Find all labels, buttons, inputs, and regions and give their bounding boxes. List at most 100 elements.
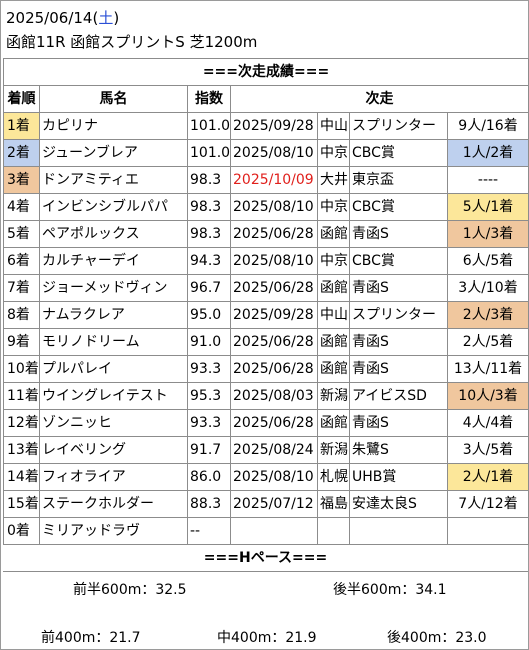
- rank-cell: 4着: [3, 193, 40, 221]
- index-cell: 101.0: [187, 139, 231, 167]
- weekday-close: ): [113, 9, 120, 27]
- next-race-cell: 朱鷺S: [349, 436, 448, 464]
- next-venue-cell: 中山: [317, 112, 350, 140]
- next-venue-cell: 中山: [317, 301, 350, 329]
- next-result-cell: 9人/16着: [446, 112, 529, 140]
- rank-cell: 14着: [3, 463, 40, 491]
- rank-cell: 8着: [3, 301, 40, 329]
- horse-name-cell: ウイングレイテスト: [39, 382, 188, 410]
- next-race-cell: 東京盃: [349, 166, 448, 194]
- table-row: 4着 インビンシブルパパ 98.3 2025/08/10 中京 CBC賞 5人/1着: [3, 193, 529, 221]
- index-cell: 95.3: [187, 382, 231, 410]
- next-result-cell: ----: [446, 166, 529, 194]
- next-date-cell: 2025/06/28: [230, 355, 318, 383]
- next-race-cell: UHB賞: [349, 463, 448, 491]
- rank-cell: 10着: [3, 355, 40, 383]
- rank-cell: 0着: [3, 517, 40, 545]
- next-race-cell: 青函S: [349, 409, 448, 437]
- horse-name-cell: ドンアミティエ: [39, 166, 188, 194]
- next-result-cell: 1人/2着: [446, 139, 529, 167]
- table-row: 7着 ジョーメッドヴィン 96.7 2025/06/28 函館 青函S 3人/10着: [3, 274, 529, 302]
- next-result-cell: 6人/5着: [446, 247, 529, 275]
- next-venue-cell: 函館: [317, 409, 350, 437]
- next-date-cell: 2025/08/10: [230, 247, 318, 275]
- index-cell: 88.3: [187, 490, 231, 518]
- col-horse-header: 馬名: [39, 85, 188, 113]
- rank-cell: 2着: [3, 139, 40, 167]
- next-result-cell: 5人/1着: [446, 193, 529, 221]
- next-race-cell: アイビスSD: [349, 382, 448, 410]
- horse-name-cell: レイベリング: [39, 436, 188, 464]
- index-cell: 93.3: [187, 409, 231, 437]
- next-venue-cell: 札幌: [317, 463, 350, 491]
- next-race-cell: CBC賞: [349, 193, 448, 221]
- section-next-results: ===次走成績===: [2, 58, 529, 86]
- next-result-cell: 13人/11着: [446, 355, 529, 383]
- rank-cell: 15着: [3, 490, 40, 518]
- table-row: 9着 モリノドリーム 91.0 2025/06/28 函館 青函S 2人/5着: [3, 328, 529, 356]
- rank-cell: 5着: [3, 220, 40, 248]
- horse-name-cell: カルチャーデイ: [39, 247, 188, 275]
- next-date-cell: 2025/08/03: [230, 382, 318, 410]
- next-race-cell: 青函S: [349, 274, 448, 302]
- table-row: 0着 ミリアッドラヴ --: [3, 517, 529, 545]
- race-date: 2025/06/14: [6, 9, 93, 27]
- next-result-cell: [446, 517, 529, 545]
- table-row: 12着 ゾンニッヒ 93.3 2025/06/28 函館 青函S 4人/4着: [3, 409, 529, 437]
- next-result-cell: 2人/1着: [446, 463, 529, 491]
- horse-name-cell: モリノドリーム: [39, 328, 188, 356]
- horse-name-cell: インビンシブルパパ: [39, 193, 188, 221]
- next-race-cell: 安達太良S: [349, 490, 448, 518]
- table-row: 3着 ドンアミティエ 98.3 2025/10/09 大井 東京盃 ----: [3, 166, 529, 194]
- col-next-header: 次走: [229, 85, 529, 113]
- next-venue-cell: 中京: [317, 139, 350, 167]
- next-venue-cell: 福島: [317, 490, 350, 518]
- next-result-cell: 3人/5着: [446, 436, 529, 464]
- col-index-header: 指数: [187, 85, 231, 113]
- table-row: 11着 ウイングレイテスト 95.3 2025/08/03 新潟 アイビスSD 10人/3着: [3, 382, 529, 410]
- index-cell: 86.0: [187, 463, 231, 491]
- pace-back-400: 後400m：23.0: [387, 630, 487, 646]
- next-race-cell: 青函S: [349, 220, 448, 248]
- next-result-cell: 2人/5着: [446, 328, 529, 356]
- rank-cell: 3着: [3, 166, 40, 194]
- table-row: 15着 ステークホルダー 88.3 2025/07/12 福島 安達太良S 7人/12着: [3, 490, 529, 518]
- next-venue-cell: 函館: [317, 220, 350, 248]
- index-cell: 101.0: [187, 112, 231, 140]
- horse-name-cell: フィオライア: [39, 463, 188, 491]
- table-row: 1着 カピリナ 101.0 2025/09/28 中山 スプリンター 9人/16着: [3, 112, 529, 140]
- index-cell: 94.3: [187, 247, 231, 275]
- col-rank-header: 着順: [3, 85, 40, 113]
- next-venue-cell: [317, 517, 350, 545]
- horse-name-cell: カピリナ: [39, 112, 188, 140]
- pace-second-half: 後半600m：34.1: [333, 582, 447, 598]
- section-h-pace: ===Hペース===: [203, 550, 328, 566]
- index-cell: --: [187, 517, 231, 545]
- next-venue-cell: 中京: [317, 193, 350, 221]
- rank-cell: 11着: [3, 382, 40, 410]
- next-venue-cell: 中京: [317, 247, 350, 275]
- next-venue-cell: 新潟: [317, 436, 350, 464]
- index-cell: 93.3: [187, 355, 231, 383]
- pace-front-400: 前400m：21.7: [41, 630, 141, 646]
- next-date-cell: 2025/08/10: [230, 193, 318, 221]
- horse-name-cell: ナムラクレア: [39, 301, 188, 329]
- next-date-cell: 2025/06/28: [230, 409, 318, 437]
- next-venue-cell: 函館: [317, 274, 350, 302]
- index-cell: 98.3: [187, 166, 231, 194]
- next-date-cell: 2025/10/09: [230, 166, 318, 194]
- next-venue-cell: 函館: [317, 355, 350, 383]
- horse-name-cell: ジューンブレア: [39, 139, 188, 167]
- table-row: 8着 ナムラクレア 95.0 2025/09/28 中山 スプリンター 2人/3着: [3, 301, 529, 329]
- race-title: 函館11R 函館スプリントS 芝1200m: [6, 33, 258, 51]
- next-race-cell: スプリンター: [349, 301, 448, 329]
- next-result-cell: 1人/3着: [446, 220, 529, 248]
- table-row: 10着 プルパレイ 93.3 2025/06/28 函館 青函S 13人/11着: [3, 355, 529, 383]
- race-weekday: 土: [98, 9, 114, 27]
- horse-name-cell: ステークホルダー: [39, 490, 188, 518]
- weekday-open: (: [92, 9, 99, 27]
- table-row: 13着 レイベリング 91.7 2025/08/24 新潟 朱鷺S 3人/5着: [3, 436, 529, 464]
- next-result-cell: 2人/3着: [446, 301, 529, 329]
- next-race-table: ===次走成績=== 着順 馬名 指数 次走 1着 カピリナ 101.0 2025/0…: [2, 58, 529, 545]
